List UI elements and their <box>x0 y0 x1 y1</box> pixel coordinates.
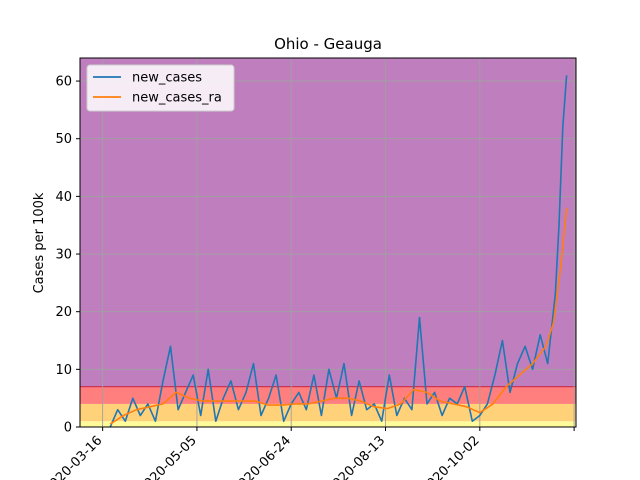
y-axis-label: Cases per 100k <box>32 192 47 293</box>
y-tick-label-4: 40 <box>55 190 72 205</box>
risk-band-1 <box>80 403 576 422</box>
risk-band-2 <box>80 386 576 404</box>
legend-box <box>86 64 235 112</box>
series-line-new_cases <box>109 75 568 428</box>
risk-band-0 <box>80 421 576 427</box>
y-tick-label-3: 30 <box>55 248 72 263</box>
y-axis: 0 10 20 30 40 50 60 <box>55 75 80 436</box>
chart-title: Ohio - Geauga <box>274 35 382 53</box>
y-tick-label-0: 0 <box>64 421 72 436</box>
y-tick-label-1: 10 <box>55 363 72 378</box>
y-tick-label-5: 50 <box>55 132 72 147</box>
legend: new_cases new_cases_ra <box>86 64 235 112</box>
plot-background <box>80 58 576 427</box>
series-lines <box>109 75 568 428</box>
x-tick-label-2: 2020-06-24 <box>230 433 294 480</box>
plot-frame <box>79 57 577 428</box>
y-tick-label-6: 60 <box>55 75 72 90</box>
x-tick-label-4: 2020-10-02 <box>419 433 483 480</box>
risk-band-3 <box>80 58 576 387</box>
legend-label-new_cases_ra: new_cases_ra <box>132 91 222 106</box>
x-tick-label-3: 2020-08-13 <box>324 433 388 480</box>
y-tick-label-2: 20 <box>55 305 72 320</box>
legend-label-new_cases: new_cases <box>132 71 202 86</box>
series-line-new_cases_ra <box>109 207 568 425</box>
x-tick-label-1: 2020-05-05 <box>136 433 200 480</box>
x-axis: 2020-03-16 2020-05-05 2020-06-24 2020-08-13… <box>41 427 575 480</box>
x-tick-label-0: 2020-03-16 <box>41 433 105 480</box>
